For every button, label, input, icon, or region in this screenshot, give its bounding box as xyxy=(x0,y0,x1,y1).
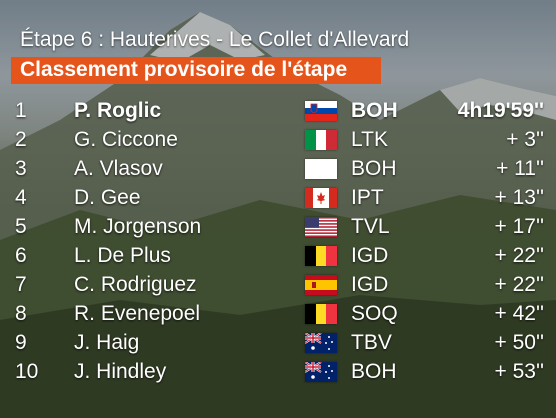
rank: 10 xyxy=(15,360,39,383)
time-gap: + 42'' xyxy=(494,302,544,325)
standings-row: 9 J. Haig TBV + 50'' xyxy=(0,328,556,357)
standings-row: 5 M. Jorgenson TVL + 17'' xyxy=(0,212,556,241)
rider-name: J. Hindley xyxy=(74,360,167,383)
rank: 7 xyxy=(15,273,27,296)
standings-row: 3 A. Vlasov BOH + 11'' xyxy=(0,154,556,183)
time-gap: + 50'' xyxy=(494,331,544,354)
classification-title: Classement provisoire de l'étape xyxy=(20,58,348,81)
usa-flag-icon xyxy=(305,217,337,237)
standings-row: 8 R. Evenepoel SOQ + 42'' xyxy=(0,299,556,328)
standings-row: 4 D. Gee IPT + 13'' xyxy=(0,183,556,212)
rider-name: J. Haig xyxy=(74,331,140,354)
time-gap: + 11'' xyxy=(496,157,544,180)
rank: 3 xyxy=(15,157,27,180)
classification-banner xyxy=(11,57,381,84)
white-flag-icon xyxy=(305,159,337,179)
team-code: BOH xyxy=(351,360,397,383)
rider-name: L. De Plus xyxy=(74,244,171,267)
spain-flag-icon xyxy=(305,275,337,295)
standings-row: 10 J. Hindley BOH + 53'' xyxy=(0,357,556,386)
team-code: LTK xyxy=(351,128,388,151)
team-code: BOH xyxy=(351,99,398,122)
team-code: IGD xyxy=(351,244,389,267)
slovenia-flag-icon xyxy=(305,101,337,121)
rider-name: P. Roglic xyxy=(74,99,162,122)
australia-flag-icon xyxy=(305,333,337,353)
stage-title: Étape 6 : Hauterives - Le Collet d'Allev… xyxy=(20,28,410,51)
rider-name: D. Gee xyxy=(74,186,141,209)
rank: 4 xyxy=(15,186,27,209)
standings-row: 1 P. Roglic BOH 4h19'59'' xyxy=(0,96,556,125)
team-code: BOH xyxy=(351,157,397,180)
rider-name: A. Vlasov xyxy=(74,157,163,180)
standings-row: 6 L. De Plus IGD + 22'' xyxy=(0,241,556,270)
rank: 5 xyxy=(15,215,27,238)
stage-time: 4h19'59'' xyxy=(457,99,544,122)
belgium-flag-icon xyxy=(305,304,337,324)
rank: 2 xyxy=(15,128,27,151)
standings-row: 2 G. Ciccone LTK + 3'' xyxy=(0,125,556,154)
italy-flag-icon xyxy=(305,130,337,150)
rider-name: C. Rodriguez xyxy=(74,273,197,296)
team-code: IGD xyxy=(351,273,389,296)
rider-name: G. Ciccone xyxy=(74,128,178,151)
rider-name: M. Jorgenson xyxy=(74,215,202,238)
time-gap: + 22'' xyxy=(494,244,544,267)
canada-flag-icon xyxy=(305,188,337,208)
team-code: TBV xyxy=(351,331,392,354)
team-code: SOQ xyxy=(351,302,398,325)
rank: 1 xyxy=(15,99,27,122)
time-gap: + 17'' xyxy=(494,215,544,238)
time-gap: + 13'' xyxy=(494,186,544,209)
team-code: TVL xyxy=(351,215,390,238)
australia-flag-icon xyxy=(305,362,337,382)
rank: 9 xyxy=(15,331,27,354)
standings-row: 7 C. Rodriguez IGD + 22'' xyxy=(0,270,556,299)
rider-name: R. Evenepoel xyxy=(74,302,201,325)
time-gap: + 53'' xyxy=(494,360,544,383)
time-gap: + 22'' xyxy=(494,273,544,296)
rank: 8 xyxy=(15,302,27,325)
team-code: IPT xyxy=(351,186,384,209)
rank: 6 xyxy=(15,244,27,267)
belgium-flag-icon xyxy=(305,246,337,266)
time-gap: + 3'' xyxy=(506,128,544,151)
